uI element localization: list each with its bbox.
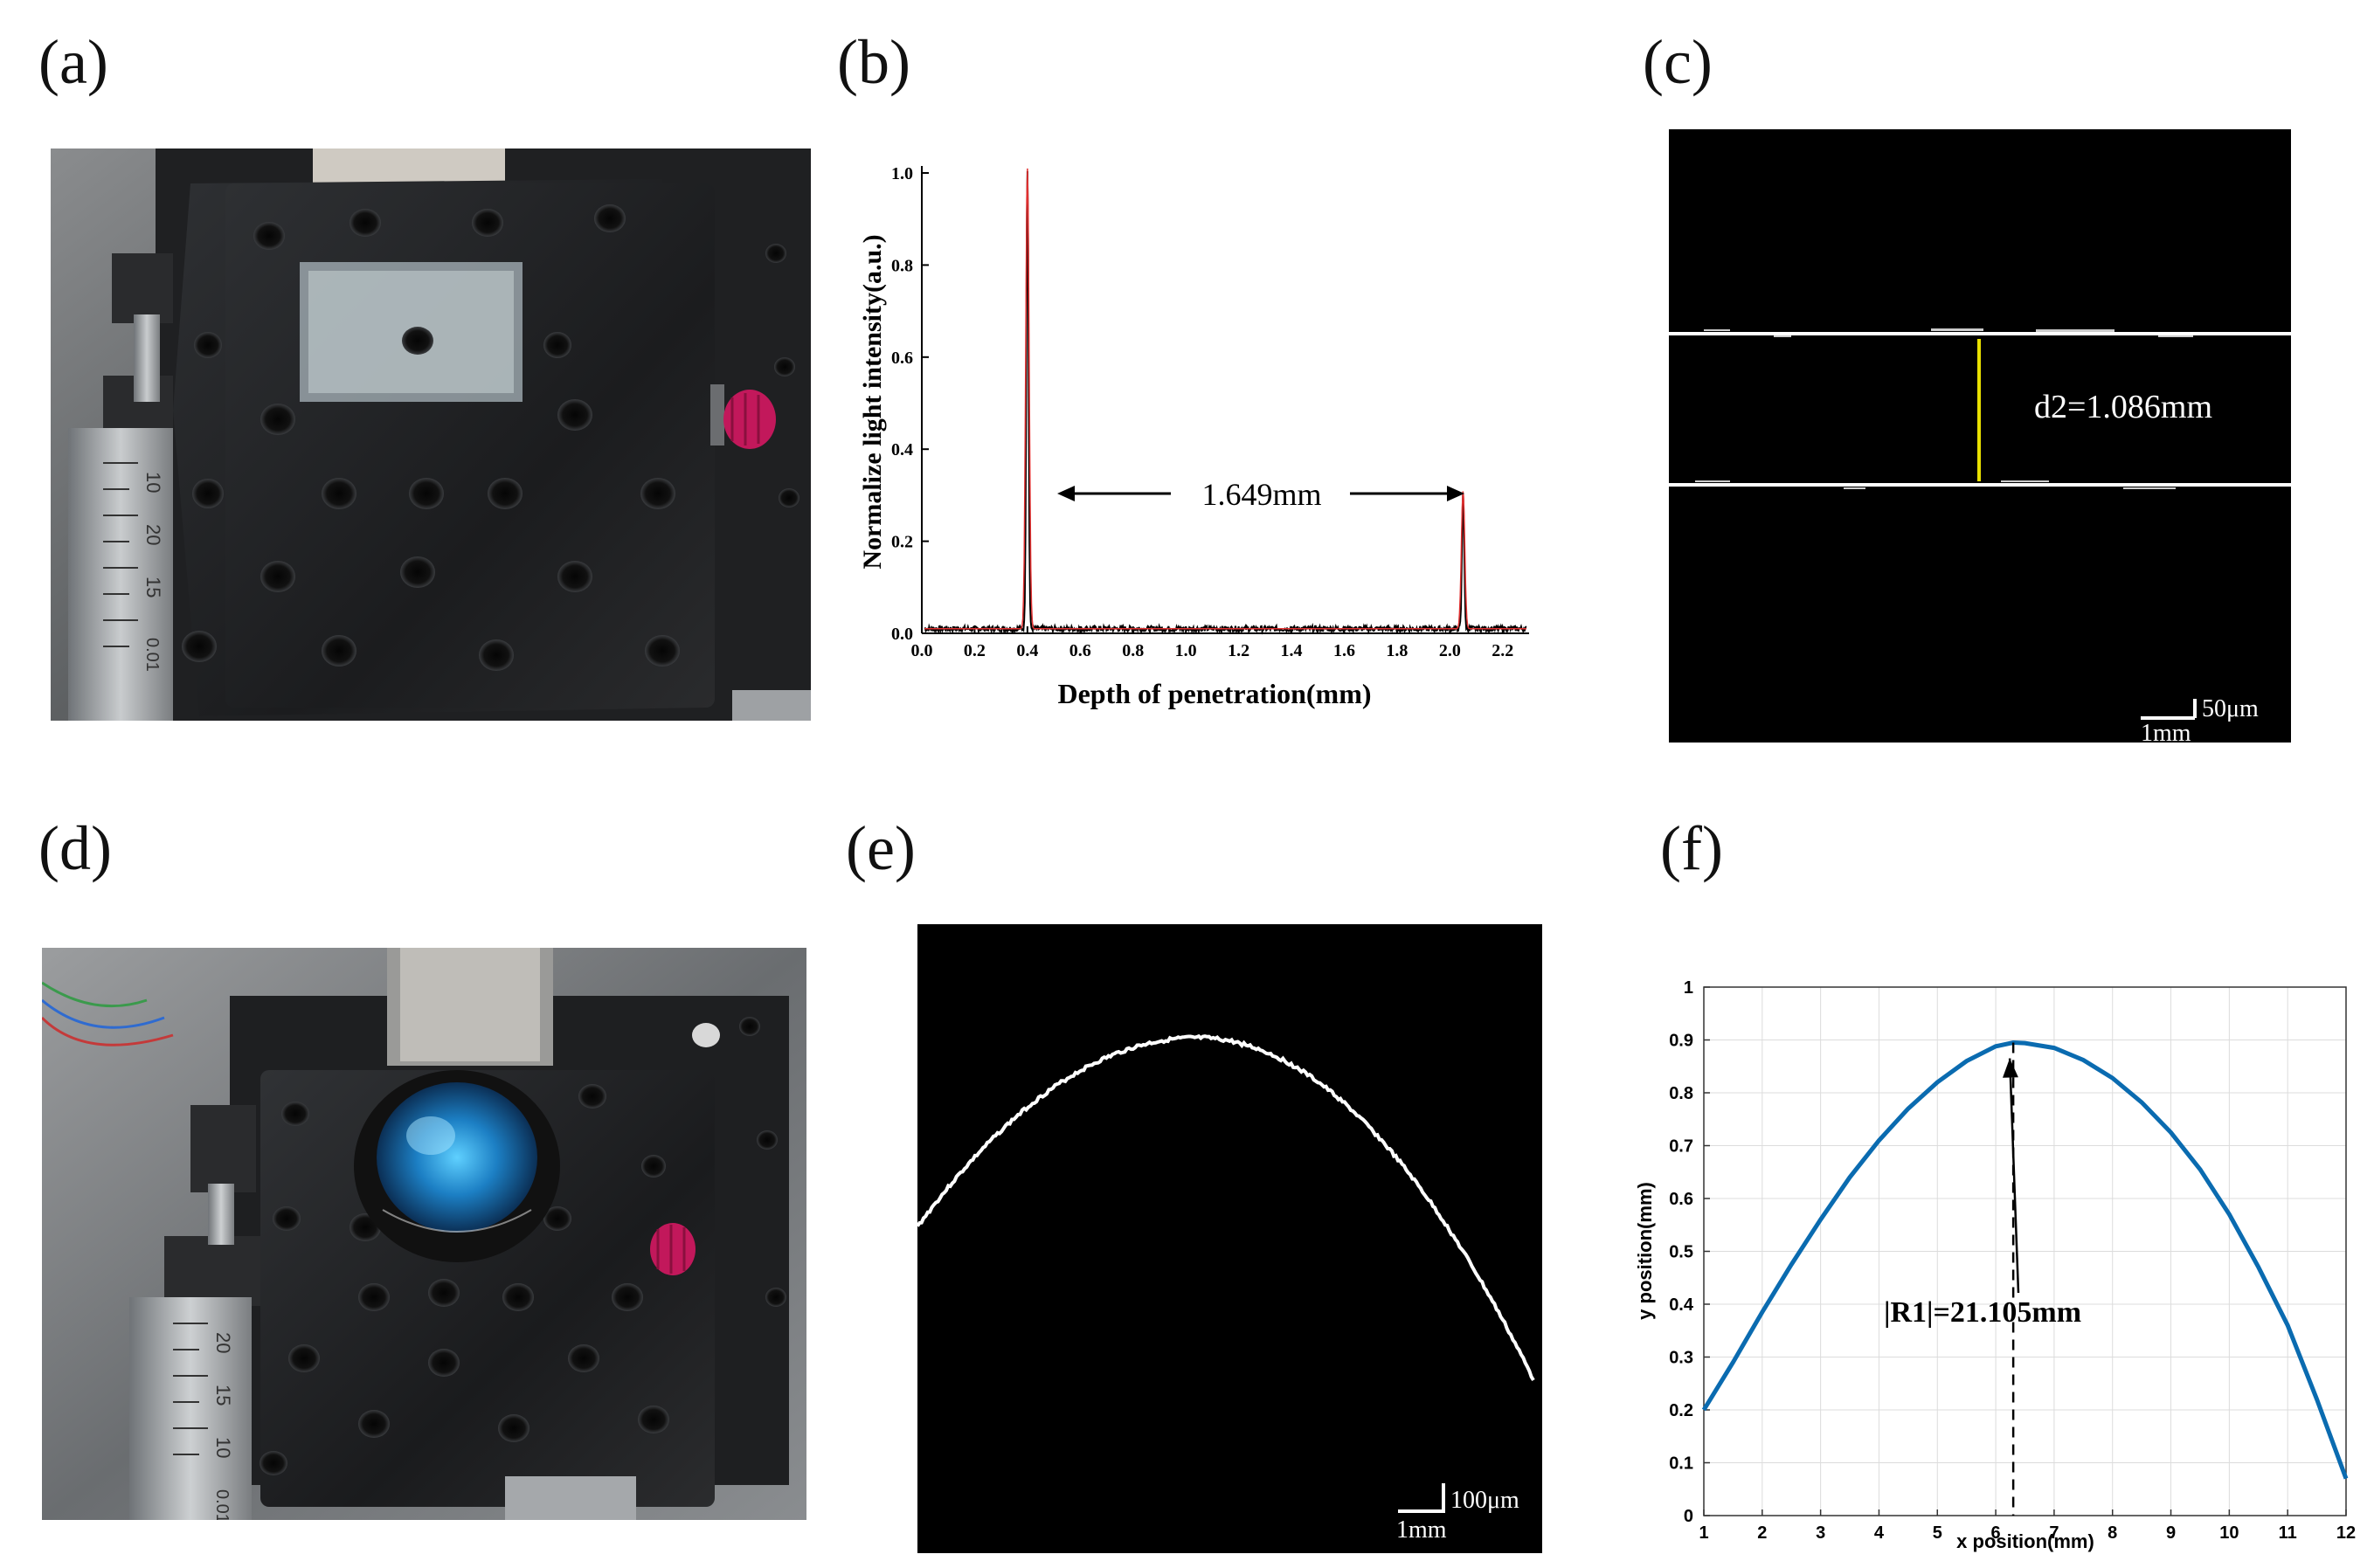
x-axis-label: Depth of penetration(mm) <box>1057 678 1371 709</box>
x-tick-label: 9 <box>2166 1523 2176 1543</box>
chart-b-svg: 0.0 0.2 0.4 0.6 0.8 1.0 1.2 1.4 1.6 1.8 2.0 2.2 0.0 0… <box>858 164 1529 709</box>
radius-arrow <box>2003 1058 2020 1294</box>
chart-f-svg: 1 2 3 4 5 6 7 8 9 10 11 1200.10.20.30.40.50.60.70.8… <box>1634 978 2356 1552</box>
y-axis-label: Normalize light intensity(a.u.) <box>858 234 887 569</box>
y-tick-label: 1 <box>1684 978 1693 998</box>
x-tick-label: 0.0 <box>911 641 933 660</box>
lower-surface-line <box>1669 483 2291 487</box>
panel-label-e: (e) <box>846 813 916 883</box>
scale-label-vertical-c: 50μm <box>2202 695 2259 722</box>
scale-bar-vertical-e <box>1442 1483 1445 1511</box>
y-tick-label: 0.0 <box>891 625 913 644</box>
x-tick-label: 0.6 <box>1069 641 1091 660</box>
y-tick-label: 0.6 <box>1669 1190 1693 1209</box>
panel-label-a: (a) <box>38 27 108 97</box>
micrometer-mark-a-10: 10 <box>142 472 164 493</box>
x-tick-label: 0.2 <box>964 641 986 660</box>
x-tick-label: 6 <box>1991 1523 2001 1543</box>
panel-label-d: (d) <box>38 813 112 883</box>
x-tick-label: 3 <box>1816 1523 1825 1543</box>
micrometer-mark-a-001: 0.01 <box>142 638 162 672</box>
scale-label-vertical-e: 100μm <box>1450 1487 1519 1514</box>
y-tick-label: 0.9 <box>1669 1032 1693 1051</box>
x-tick-label: 11 <box>2279 1523 2297 1543</box>
micrometer-mark-d-20: 20 <box>212 1332 234 1353</box>
depth-profile-line <box>924 170 1527 635</box>
thickness-annotation: 1.649mm <box>1201 477 1321 512</box>
y-tick-label: 0.8 <box>1669 1084 1693 1103</box>
photo-stage-glass-slide: 20 15 10 0.01 <box>51 149 811 721</box>
photo-stage-lens: 20 15 10 0.01 <box>42 948 806 1520</box>
x-tick-label: 1.6 <box>1333 641 1355 660</box>
y-tick-label: 0.1 <box>1669 1454 1693 1474</box>
y-tick-label: 0.8 <box>891 256 913 275</box>
scale-bar-horizontal-c <box>2141 716 2195 720</box>
x-tick-label: 4 <box>1874 1523 1885 1543</box>
x-tick-label: 1.8 <box>1386 641 1408 660</box>
bscan-lens-surface: 100μm 1mm <box>917 924 1542 1553</box>
surface-profile-line <box>1701 1040 2349 1480</box>
y-tick-label: 0 <box>1684 1507 1693 1526</box>
scale-label-horizontal-c: 1mm <box>2141 720 2191 743</box>
y-axis-label-f: y position(mm) <box>1634 1182 1656 1320</box>
x-axis-label-f: x position(mm) <box>1956 1530 2094 1552</box>
micrometer-mark-a-20: 20 <box>142 524 164 545</box>
y-tick-label: 0.2 <box>1669 1401 1693 1420</box>
micrometer-mark-d-10: 10 <box>212 1437 234 1458</box>
upper-surface-line <box>1669 332 2291 335</box>
x-tick-label: 5 <box>1933 1523 1942 1543</box>
y-tick-label: 0.4 <box>1669 1295 1694 1315</box>
chart-depth-profile: 0.0 0.2 0.4 0.6 0.8 1.0 1.2 1.4 1.6 1.8 2.0 2.2 0.0 0… <box>839 140 1555 734</box>
thickness-arrow <box>1057 486 1464 501</box>
y-tick-label: 1.0 <box>891 164 913 183</box>
x-tick-label: 7 <box>2049 1523 2059 1543</box>
y-tick-label: 0.6 <box>891 349 913 368</box>
lens-surface-curve <box>917 1033 1535 1382</box>
x-tick-label: 1.4 <box>1281 641 1303 660</box>
thickness-label-c: d2=1.086mm <box>2034 389 2212 425</box>
micrometer-mark-d-15: 15 <box>212 1385 234 1406</box>
x-tick-label: 2 <box>1757 1523 1767 1543</box>
thickness-marker <box>1977 339 1981 481</box>
x-tick-label: 0.8 <box>1122 641 1144 660</box>
y-tick-label: 0.2 <box>891 533 913 552</box>
x-tick-label: 12 <box>2336 1523 2356 1543</box>
scale-bar-horizontal-e <box>1398 1509 1445 1513</box>
y-tick-label: 0.4 <box>891 440 913 459</box>
x-tick-label: 1.2 <box>1228 641 1249 660</box>
y-tick-label: 0.7 <box>1669 1137 1693 1157</box>
micrometer-mark-d-001: 0.01 <box>212 1489 232 1520</box>
y-tick-label: 0.3 <box>1669 1349 1693 1368</box>
scale-label-horizontal-e: 1mm <box>1396 1516 1447 1544</box>
x-tick-label: 8 <box>2108 1523 2117 1543</box>
x-tick-label: 0.4 <box>1016 641 1038 660</box>
chart-surface-fit: 1 2 3 4 5 6 7 8 9 10 11 12 0 0.1 0.2 0.3 0.4 0.5 0.6 0.7 0.8… <box>1625 970 2364 1564</box>
micrometer-mark-a-15: 15 <box>142 577 164 597</box>
x-tick-label: 1 <box>1699 1523 1708 1543</box>
panel-label-f: (f) <box>1660 813 1723 883</box>
depth-profile-fit-line <box>924 168 1526 630</box>
x-tick-label: 1.0 <box>1175 641 1197 660</box>
radius-annotation: |R1|=21.105mm <box>1884 1296 2081 1329</box>
panel-label-b: (b) <box>837 27 910 97</box>
x-tick-label: 10 <box>2219 1523 2239 1543</box>
panel-label-c: (c) <box>1643 27 1713 97</box>
x-tick-label: 2.0 <box>1439 641 1461 660</box>
scale-bar-vertical-c <box>2193 699 2197 718</box>
y-tick-label: 0.5 <box>1669 1243 1693 1262</box>
x-tick-label: 2.2 <box>1492 641 1513 660</box>
bscan-glass-slide: d2=1.086mm 50μm 1mm <box>1669 129 2291 743</box>
